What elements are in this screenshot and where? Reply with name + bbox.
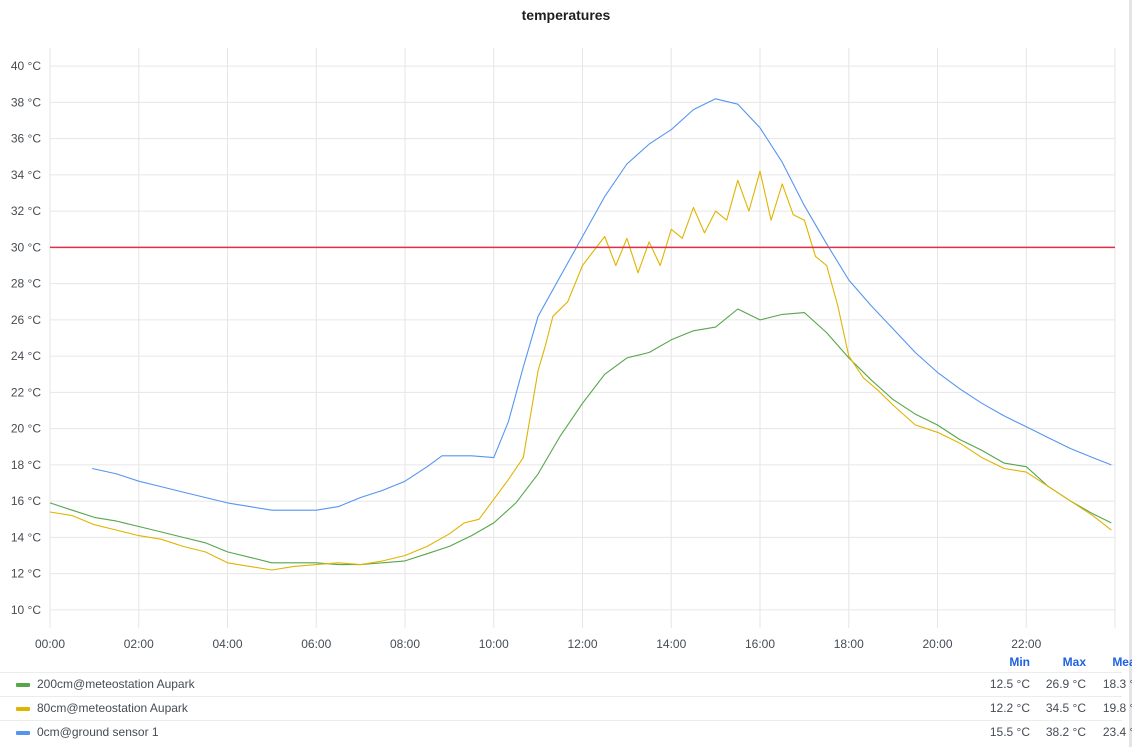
- legend-header: Min Max Mean: [0, 650, 1132, 672]
- legend-series-name[interactable]: 0cm@ground sensor 1: [37, 725, 159, 739]
- y-tick-label: 30 °C: [11, 240, 41, 254]
- x-tick-label: 14:00: [656, 637, 686, 651]
- y-tick-label: 18 °C: [11, 458, 41, 472]
- legend-swatch[interactable]: [16, 707, 30, 711]
- x-tick-label: 16:00: [745, 637, 775, 651]
- legend-row-80cm[interactable]: 80cm@meteostation Aupark 12.2 °C 34.5 °C…: [0, 696, 1132, 720]
- y-tick-label: 10 °C: [11, 603, 41, 617]
- legend-swatch[interactable]: [16, 731, 30, 735]
- x-tick-label: 20:00: [922, 637, 952, 651]
- y-tick-label: 24 °C: [11, 349, 41, 363]
- legend-mean-value: 18.3 °C: [1102, 677, 1132, 691]
- legend-mean-value: 19.8 °C: [1102, 701, 1132, 715]
- legend-max-value: 26.9 °C: [1045, 677, 1086, 691]
- panel-title: temperatures: [521, 7, 611, 23]
- legend-min-value: 15.5 °C: [989, 725, 1030, 739]
- x-tick-label: 18:00: [834, 637, 864, 651]
- legend-min-value: 12.5 °C: [989, 677, 1030, 691]
- legend-table: Min Max Mean 200cm@meteostation Aupark 1…: [0, 650, 1132, 744]
- legend-swatch[interactable]: [16, 683, 30, 687]
- y-tick-label: 32 °C: [11, 204, 41, 218]
- legend-row-0cm[interactable]: 0cm@ground sensor 1 15.5 °C 38.2 °C 23.4…: [0, 720, 1132, 744]
- x-tick-label: 00:00: [35, 637, 65, 651]
- legend-header-min[interactable]: Min: [1009, 655, 1030, 669]
- y-tick-label: 28 °C: [11, 277, 41, 291]
- legend-max-value: 34.5 °C: [1045, 701, 1086, 715]
- chart-plot-area: 10 °C 12 °C 14 °C 16 °C 18 °C 20 °C 22 °C 24 °C…: [11, 48, 1116, 651]
- y-tick-label: 38 °C: [11, 95, 41, 109]
- y-tick-label: 22 °C: [11, 385, 41, 399]
- y-tick-label: 12 °C: [11, 567, 41, 581]
- series-line-2[interactable]: [92, 98, 1112, 511]
- y-tick-label: 16 °C: [11, 494, 41, 508]
- legend-series-name[interactable]: 200cm@meteostation Aupark: [37, 677, 195, 691]
- x-tick-label: 10:00: [479, 637, 509, 651]
- series-line-0[interactable]: [49, 308, 1112, 566]
- y-tick-label: 34 °C: [11, 168, 41, 182]
- y-tick-label: 14 °C: [11, 530, 41, 544]
- legend-max-value: 38.2 °C: [1045, 725, 1086, 739]
- x-tick-label: 22:00: [1011, 637, 1041, 651]
- legend-header-max[interactable]: Max: [1062, 655, 1086, 669]
- legend-header-mean[interactable]: Mean: [1112, 655, 1132, 669]
- y-tick-label: 36 °C: [11, 132, 41, 146]
- series-line-1[interactable]: [49, 170, 1112, 571]
- y-tick-label: 26 °C: [11, 313, 41, 327]
- legend-mean-value: 23.4 °C: [1102, 725, 1132, 739]
- legend-row-200cm[interactable]: 200cm@meteostation Aupark 12.5 °C 26.9 °…: [0, 672, 1132, 696]
- legend-min-value: 12.2 °C: [989, 701, 1030, 715]
- x-tick-label: 08:00: [390, 637, 420, 651]
- x-tick-label: 06:00: [301, 637, 331, 651]
- x-tick-label: 12:00: [567, 637, 597, 651]
- x-tick-label: 04:00: [212, 637, 242, 651]
- y-tick-label: 40 °C: [11, 59, 41, 73]
- x-tick-label: 02:00: [124, 637, 154, 651]
- legend-series-name[interactable]: 80cm@meteostation Aupark: [37, 701, 188, 715]
- y-tick-label: 20 °C: [11, 422, 41, 436]
- panel-resize-handle[interactable]: [1129, 0, 1132, 747]
